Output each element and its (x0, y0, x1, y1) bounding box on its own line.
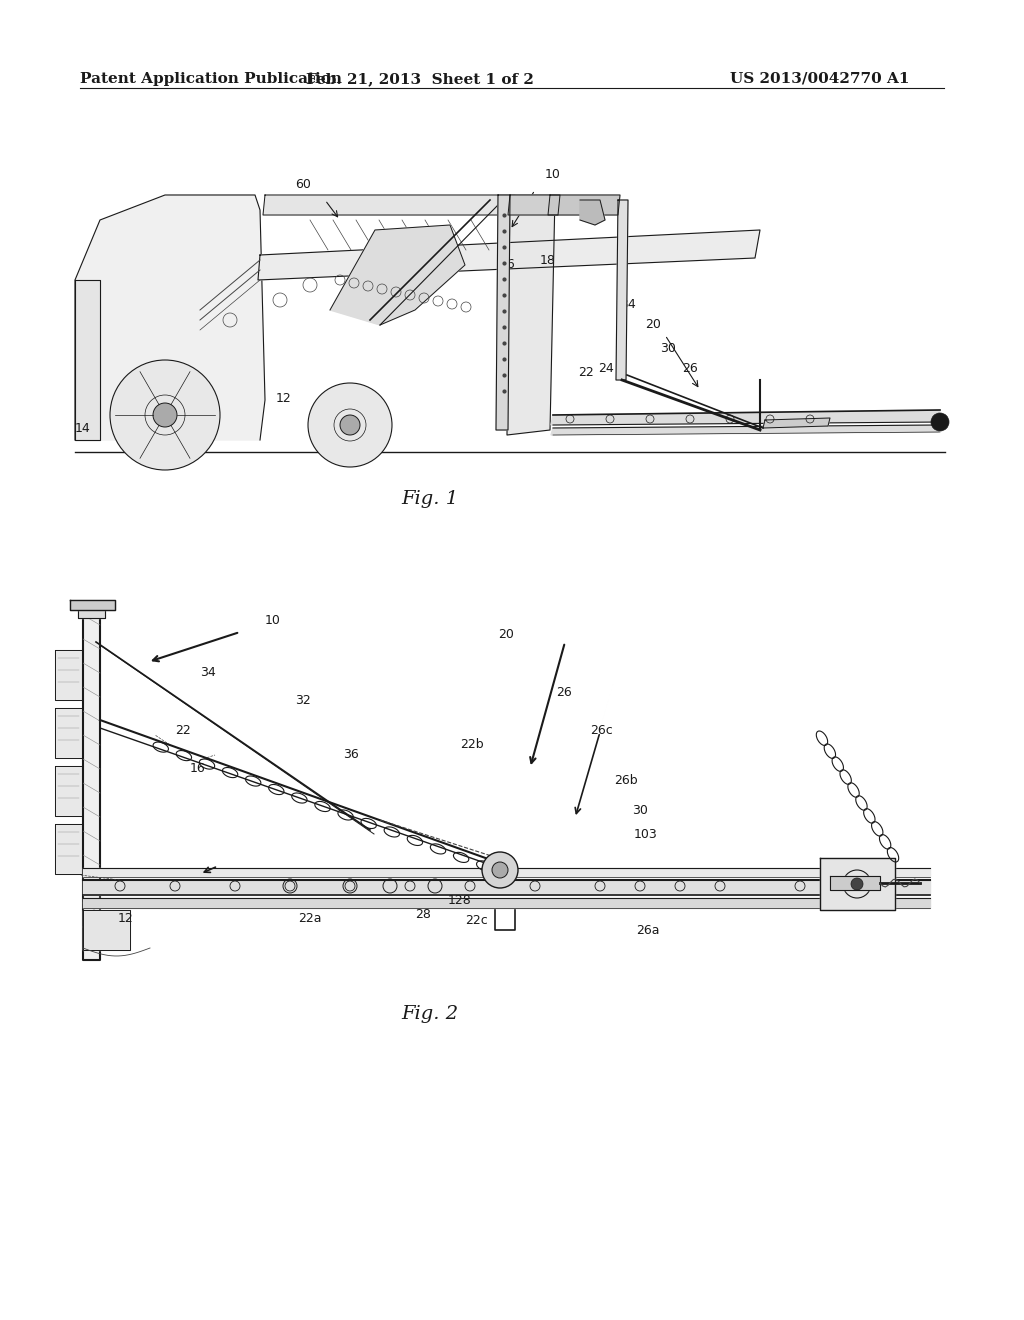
Text: 30: 30 (632, 804, 648, 817)
Text: 22b: 22b (460, 738, 483, 751)
Circle shape (153, 403, 177, 426)
Text: 34: 34 (620, 298, 636, 312)
Polygon shape (83, 610, 100, 960)
Polygon shape (55, 649, 82, 700)
Text: 26: 26 (556, 685, 571, 698)
Text: 32: 32 (295, 693, 310, 706)
Circle shape (851, 878, 863, 890)
Circle shape (482, 851, 518, 888)
Polygon shape (83, 869, 930, 876)
Text: 28: 28 (415, 908, 431, 920)
Polygon shape (551, 411, 940, 425)
Text: 26c: 26c (590, 723, 612, 737)
Text: 60: 60 (295, 178, 311, 191)
Text: 103: 103 (634, 828, 657, 841)
Text: Fig. 1: Fig. 1 (401, 490, 459, 508)
Text: 16: 16 (190, 762, 206, 775)
Text: 16: 16 (500, 259, 516, 272)
Circle shape (308, 383, 392, 467)
Polygon shape (763, 418, 830, 428)
Polygon shape (508, 195, 560, 215)
Polygon shape (548, 195, 620, 215)
Text: 12: 12 (118, 912, 134, 924)
Text: 10: 10 (545, 169, 561, 181)
Polygon shape (75, 195, 265, 440)
Circle shape (110, 360, 220, 470)
Circle shape (931, 413, 949, 432)
Text: 22a: 22a (298, 912, 322, 924)
Text: 14: 14 (75, 421, 91, 434)
Polygon shape (820, 858, 895, 909)
Text: 30: 30 (660, 342, 676, 355)
Polygon shape (83, 898, 930, 908)
Polygon shape (496, 195, 510, 430)
Text: 36: 36 (343, 747, 358, 760)
Polygon shape (616, 201, 628, 380)
Text: 20: 20 (498, 627, 514, 640)
Polygon shape (75, 280, 100, 440)
Circle shape (492, 862, 508, 878)
Text: 12: 12 (276, 392, 292, 404)
Polygon shape (258, 230, 760, 280)
Text: 22c: 22c (465, 913, 487, 927)
Polygon shape (83, 880, 930, 895)
Text: 22: 22 (578, 366, 594, 379)
Text: 20: 20 (645, 318, 660, 331)
Polygon shape (507, 195, 555, 436)
Polygon shape (83, 909, 130, 950)
Text: 34: 34 (200, 665, 216, 678)
Text: 128: 128 (449, 894, 472, 907)
Polygon shape (78, 609, 105, 618)
Polygon shape (580, 201, 605, 224)
Polygon shape (70, 601, 115, 610)
Polygon shape (55, 708, 82, 758)
Polygon shape (263, 195, 515, 215)
Polygon shape (830, 876, 880, 890)
Text: 10: 10 (265, 614, 281, 627)
Text: 26: 26 (682, 362, 697, 375)
Polygon shape (55, 766, 82, 816)
Text: 24: 24 (598, 362, 613, 375)
Text: 18: 18 (540, 253, 556, 267)
Text: 28: 28 (748, 412, 764, 425)
Text: US 2013/0042770 A1: US 2013/0042770 A1 (730, 73, 909, 86)
Circle shape (340, 414, 360, 436)
Text: Patent Application Publication: Patent Application Publication (80, 73, 342, 86)
Text: Fig. 2: Fig. 2 (401, 1005, 459, 1023)
Text: 26a: 26a (636, 924, 659, 936)
Text: 26b: 26b (614, 774, 638, 787)
Polygon shape (55, 824, 82, 874)
Text: Feb. 21, 2013  Sheet 1 of 2: Feb. 21, 2013 Sheet 1 of 2 (306, 73, 534, 86)
Text: 22: 22 (175, 723, 190, 737)
Polygon shape (330, 224, 465, 325)
Polygon shape (551, 425, 940, 436)
